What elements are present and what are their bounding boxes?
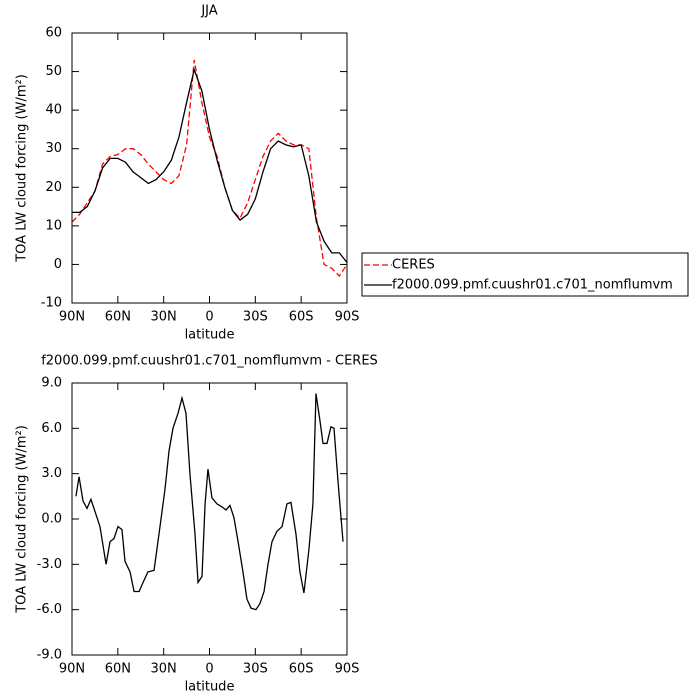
x-tick-label: 90S (335, 662, 360, 677)
y-tick-label: -3.0 (37, 557, 62, 572)
x-tick-label: 90N (59, 310, 85, 325)
y-tick-label: 0.0 (41, 512, 62, 527)
x-tick-label: 30N (151, 310, 177, 325)
y-tick-label: 0 (54, 257, 62, 272)
y-tick-label: 3.0 (41, 466, 62, 481)
y-tick-label: 60 (45, 26, 62, 41)
y-tick-label: -9.0 (37, 648, 62, 663)
x-tick-label: 90N (59, 662, 85, 677)
legend-label: f2000.099.pmf.cuushr01.c701_nomflumvm (392, 278, 673, 293)
x-tick-label: 60N (105, 310, 131, 325)
legend-label: CERES (392, 258, 435, 273)
x-axis-label: latitude (185, 328, 235, 343)
plot-frame (71, 382, 348, 656)
x-tick-label: 0 (205, 662, 213, 677)
plot-frame (71, 32, 348, 304)
y-tick-label: 6.0 (41, 421, 62, 436)
x-tick-label: 60N (105, 662, 131, 677)
x-tick-label: 90S (335, 310, 360, 325)
y-axis-label: TOA LW cloud forcing (W/m²) (15, 74, 30, 263)
data-line (71, 59, 348, 278)
x-tick-label: 60S (289, 662, 314, 677)
x-tick-label: 60S (289, 310, 314, 325)
y-tick-label: -10 (41, 296, 62, 311)
chart-title: f2000.099.pmf.cuushr01.c701_nomflumvm - … (41, 354, 378, 369)
legend-box (361, 252, 689, 297)
y-tick-label: 40 (45, 103, 62, 118)
x-tick-label: 30N (151, 662, 177, 677)
data-line (72, 67, 348, 263)
chart-title: JJA (200, 4, 217, 19)
x-tick-label: 30S (243, 662, 268, 677)
x-tick-label: 0 (205, 310, 213, 325)
y-tick-label: 9.0 (41, 376, 62, 391)
x-tick-label: 30S (243, 310, 268, 325)
y-tick-label: 50 (45, 64, 62, 79)
y-tick-label: -6.0 (37, 602, 62, 617)
y-axis-label: TOA LW cloud forcing (W/m²) (15, 425, 30, 614)
y-tick-label: 20 (45, 180, 62, 195)
x-axis-label: latitude (185, 680, 235, 695)
data-line (75, 393, 344, 611)
y-tick-label: 30 (45, 141, 62, 156)
y-tick-label: 10 (45, 218, 62, 233)
